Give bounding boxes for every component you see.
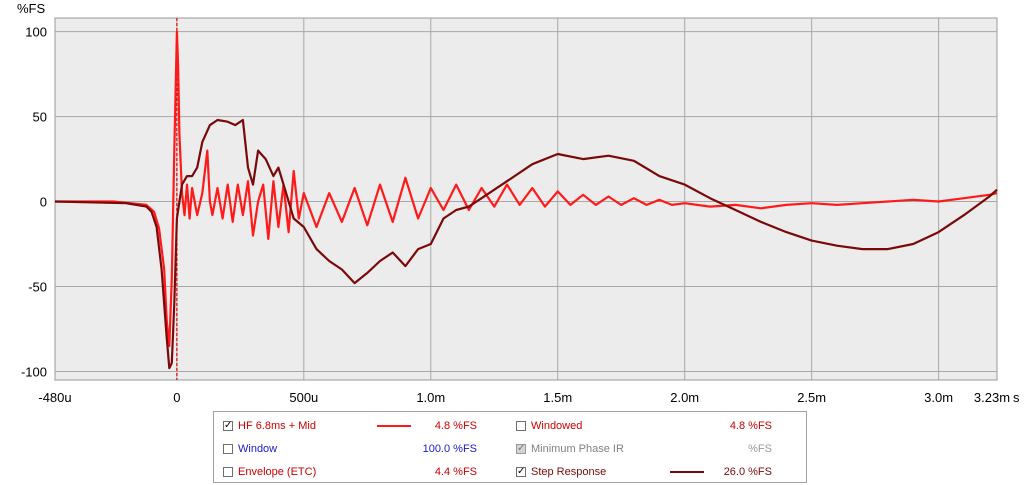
legend-panel: ✓ HF 6.8ms + Mid 4.8 %FS Window 100.0 %FS Env… [213, 411, 807, 483]
series-lines [54, 30, 998, 370]
x-tick-label: 500u [289, 390, 318, 405]
legend-checkbox-envelope[interactable] [223, 467, 233, 477]
x-tick-label: 2.5m [797, 390, 826, 405]
y-tick-label: 50 [33, 110, 47, 125]
series-line [55, 30, 998, 348]
y-axis-label: %FS [17, 1, 46, 16]
legend-value-envelope: 4.4 %FS [434, 466, 477, 478]
legend-item-windowed[interactable]: Windowed 4.8 %FS [516, 418, 772, 434]
legend-label-step: Step Response [531, 466, 607, 478]
legend-label-hf: HF 6.8ms + Mid [238, 420, 316, 432]
impulse-response-chart: 100 50 0 -50 -100 -480u 0 500u 1.0m 1.5m 2.0m 2.5m… [17, 1, 1020, 405]
x-tick-label: 1.5m [543, 390, 572, 405]
legend-swatch-step [670, 471, 704, 473]
x-tick-label: 3.0m [924, 390, 953, 405]
legend-label-windowed: Windowed [531, 420, 583, 432]
plot-area [54, 17, 998, 381]
grid-lines [55, 18, 997, 380]
legend-value-window: 100.0 %FS [422, 443, 477, 455]
x-axis-ticks: -480u 0 500u 1.0m 1.5m 2.0m 2.5m 3.0m 3.23m [38, 390, 1010, 405]
legend-checkbox-step[interactable]: ✓ [516, 466, 526, 477]
legend-item-minphase[interactable]: ✓ Minimum Phase IR %FS [516, 441, 772, 457]
x-tick-label: 3.23m [974, 390, 1010, 405]
y-tick-label: 0 [40, 195, 47, 210]
legend-value-step: 26.0 %FS [723, 466, 772, 478]
y-tick-label: 100 [25, 25, 47, 40]
legend-value-minphase: %FS [748, 443, 772, 455]
legend-value-windowed: 4.8 %FS [729, 420, 772, 432]
legend-item-window[interactable]: Window 100.0 %FS [223, 441, 477, 457]
y-axis-ticks: 100 50 0 -50 -100 [21, 25, 47, 380]
legend-item-hf[interactable]: ✓ HF 6.8ms + Mid 4.8 %FS [223, 418, 477, 434]
legend-item-envelope[interactable]: Envelope (ETC) 4.4 %FS [223, 464, 477, 480]
x-tick-label: -480u [38, 390, 71, 405]
x-tick-label: 0 [173, 390, 180, 405]
legend-checkbox-minphase[interactable]: ✓ [516, 443, 526, 454]
legend-checkbox-windowed[interactable] [516, 421, 526, 431]
series-line [54, 118, 998, 370]
legend-label-minphase: Minimum Phase IR [531, 443, 624, 455]
legend-item-step[interactable]: ✓ Step Response 26.0 %FS [516, 464, 772, 480]
legend-checkbox-hf[interactable]: ✓ [223, 420, 233, 431]
y-tick-label: -100 [21, 365, 47, 380]
legend-checkbox-window[interactable] [223, 444, 233, 454]
x-tick-label: 2.0m [670, 390, 699, 405]
x-tick-label: 1.0m [416, 390, 445, 405]
x-axis-unit: s [1013, 390, 1020, 405]
legend-swatch-hf [377, 425, 411, 427]
legend-label-window: Window [238, 443, 278, 455]
legend-value-hf: 4.8 %FS [434, 420, 477, 432]
legend-label-envelope: Envelope (ETC) [238, 466, 317, 478]
y-tick-label: -50 [28, 280, 47, 295]
